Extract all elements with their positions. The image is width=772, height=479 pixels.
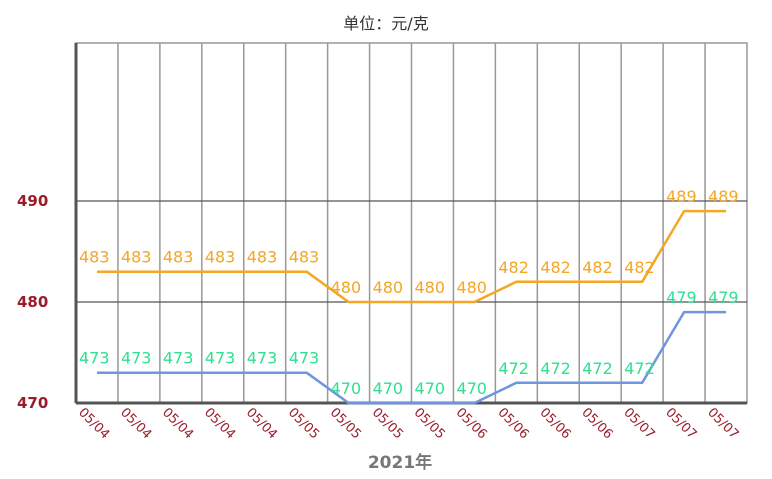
data-label: 483 <box>247 248 278 267</box>
data-label: 480 <box>331 278 362 297</box>
x-tick-label: 05/05 <box>369 405 406 442</box>
chart-title: 单位：元/克 <box>343 14 429 33</box>
x-tick-label: 05/04 <box>243 405 280 442</box>
data-label: 473 <box>247 349 278 368</box>
data-label: 470 <box>331 379 362 398</box>
data-label: 483 <box>205 248 236 267</box>
y-tick-label: 470 <box>17 394 48 412</box>
data-label: 470 <box>415 379 446 398</box>
data-label: 480 <box>373 278 404 297</box>
data-label: 479 <box>666 288 697 307</box>
data-label: 480 <box>415 278 446 297</box>
y-tick-label: 490 <box>17 192 48 210</box>
x-tick-label: 05/04 <box>159 405 196 442</box>
data-label: 489 <box>666 187 697 206</box>
x-tick-label: 05/05 <box>411 405 448 442</box>
x-tick-label: 05/06 <box>453 405 490 442</box>
data-label: 473 <box>289 349 320 368</box>
data-label: 482 <box>498 258 529 277</box>
x-tick-label: 05/07 <box>704 405 741 442</box>
x-tick-label: 05/05 <box>327 405 364 442</box>
data-label: 482 <box>624 258 655 277</box>
data-label: 470 <box>456 379 487 398</box>
data-label: 483 <box>121 248 152 267</box>
data-label: 482 <box>582 258 613 277</box>
data-label: 472 <box>624 359 655 378</box>
data-label: 480 <box>456 278 487 297</box>
series-line-2 <box>96 310 727 405</box>
data-label: 472 <box>582 359 613 378</box>
x-tick-label: 05/05 <box>285 405 322 442</box>
data-label: 472 <box>498 359 529 378</box>
x-tick-label: 05/04 <box>201 405 238 442</box>
data-label: 470 <box>373 379 404 398</box>
data-label: 483 <box>163 248 194 267</box>
data-label: 473 <box>205 349 236 368</box>
x-tick-label: 05/06 <box>495 405 532 442</box>
y-tick-label: 480 <box>17 293 48 311</box>
x-tick-label: 05/04 <box>75 405 112 442</box>
data-label: 483 <box>289 248 320 267</box>
x-tick-label: 05/06 <box>536 405 573 442</box>
data-label: 482 <box>540 258 571 277</box>
x-tick-label: 05/06 <box>578 405 615 442</box>
x-tick-label: 05/07 <box>620 405 657 442</box>
x-tick-label: 05/07 <box>662 405 699 442</box>
data-label: 483 <box>79 248 110 267</box>
data-label: 473 <box>79 349 110 368</box>
data-label: 473 <box>121 349 152 368</box>
data-label: 479 <box>708 288 739 307</box>
data-label: 472 <box>540 359 571 378</box>
data-label: 473 <box>163 349 194 368</box>
x-tick-label: 05/04 <box>117 405 154 442</box>
x-axis-label: 2021年 <box>367 453 433 473</box>
series-line-1 <box>96 209 727 304</box>
data-label: 489 <box>708 187 739 206</box>
